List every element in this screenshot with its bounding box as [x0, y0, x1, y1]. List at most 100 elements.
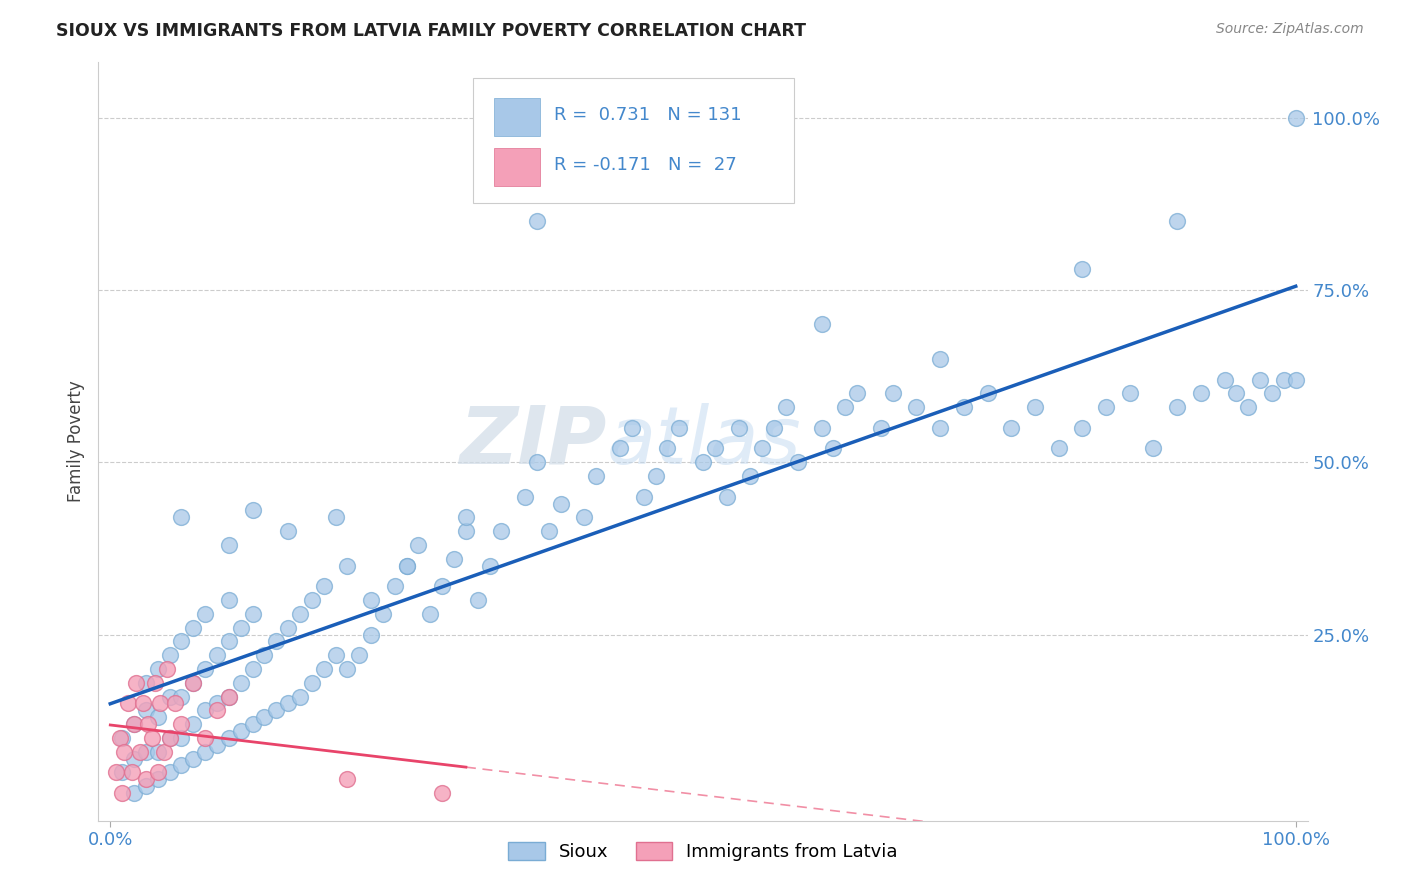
Text: R = -0.171   N =  27: R = -0.171 N = 27 [554, 156, 737, 174]
Point [1166, 400, 1188, 414]
Point [156, 662, 179, 676]
Point [135, 779, 157, 793]
Point [111, 786, 134, 800]
Point [181, 621, 204, 635]
Point [763, 421, 786, 435]
Point [205, 697, 228, 711]
Point [277, 697, 299, 711]
Point [1249, 372, 1271, 386]
Text: atlas: atlas [606, 402, 801, 481]
Point [159, 690, 181, 704]
Point [181, 675, 204, 690]
Point [360, 627, 382, 641]
Point [703, 442, 725, 456]
Point [253, 710, 276, 724]
Point [170, 510, 193, 524]
Point [620, 421, 643, 435]
Point [1047, 442, 1070, 456]
Point [1024, 400, 1046, 414]
Point [194, 703, 217, 717]
Point [132, 697, 155, 711]
Point [395, 558, 418, 573]
Point [194, 607, 217, 621]
Point [727, 421, 749, 435]
Point [229, 675, 252, 690]
Point [122, 717, 145, 731]
Point [170, 634, 193, 648]
Point [277, 524, 299, 538]
Point [122, 751, 145, 765]
Point [716, 490, 738, 504]
Point [105, 765, 128, 780]
Point [537, 524, 560, 538]
Point [491, 524, 513, 538]
Point [408, 538, 430, 552]
Point [810, 318, 832, 332]
Point [111, 765, 134, 780]
Point [170, 731, 193, 745]
Point [242, 503, 264, 517]
Point [264, 634, 287, 648]
Point [117, 697, 139, 711]
Point [526, 214, 548, 228]
Point [170, 717, 193, 731]
Point [526, 455, 548, 469]
Point [371, 607, 394, 621]
Point [336, 772, 359, 787]
Point [288, 607, 311, 621]
Point [205, 738, 228, 752]
Point [122, 786, 145, 800]
Point [668, 421, 690, 435]
Text: R =  0.731   N = 131: R = 0.731 N = 131 [554, 106, 742, 124]
Point [336, 558, 359, 573]
Point [218, 731, 240, 745]
Point [929, 421, 952, 435]
Point [1261, 386, 1284, 401]
Point [218, 593, 240, 607]
Point [467, 593, 489, 607]
Point [1272, 372, 1295, 386]
Point [810, 421, 832, 435]
Point [135, 703, 157, 717]
Point [253, 648, 276, 663]
Point [181, 751, 204, 765]
Point [242, 662, 264, 676]
Point [194, 731, 217, 745]
Point [135, 772, 157, 787]
Text: ZIP: ZIP [458, 402, 606, 481]
Point [1071, 421, 1094, 435]
Point [170, 758, 193, 772]
Point [1166, 214, 1188, 228]
Point [633, 490, 655, 504]
Point [108, 731, 131, 745]
Point [121, 765, 143, 780]
Point [122, 717, 145, 731]
Point [1095, 400, 1118, 414]
Point [692, 455, 714, 469]
Point [111, 731, 134, 745]
Point [846, 386, 869, 401]
Point [360, 593, 382, 607]
Point [1071, 262, 1094, 277]
Y-axis label: Family Poverty: Family Poverty [67, 381, 86, 502]
Point [585, 469, 607, 483]
Point [751, 442, 773, 456]
Point [419, 607, 441, 621]
Point [242, 607, 264, 621]
Point [823, 442, 845, 456]
Point [141, 731, 163, 745]
Point [159, 648, 181, 663]
Point [644, 469, 666, 483]
Text: Source: ZipAtlas.com: Source: ZipAtlas.com [1216, 22, 1364, 37]
Point [443, 551, 465, 566]
Point [229, 724, 252, 739]
Point [1119, 386, 1142, 401]
Legend: Sioux, Immigrants from Latvia: Sioux, Immigrants from Latvia [501, 835, 905, 869]
Point [395, 558, 418, 573]
Point [1285, 372, 1308, 386]
Point [136, 717, 159, 731]
Point [325, 510, 347, 524]
Point [834, 400, 856, 414]
Point [775, 400, 797, 414]
Point [454, 510, 477, 524]
